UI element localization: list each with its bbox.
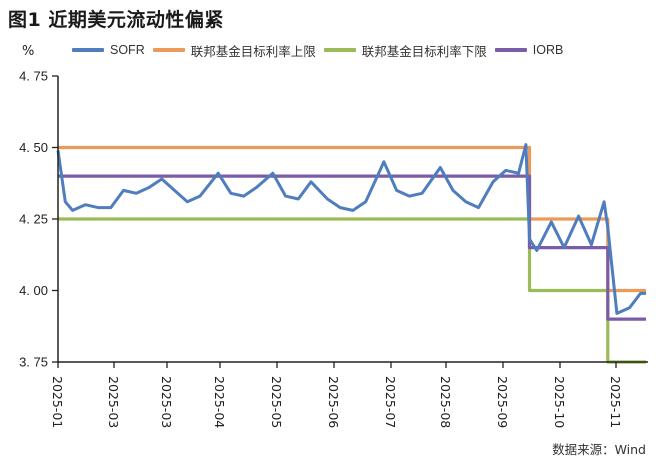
- y-axis-ticks: 4. 75 4. 50 4. 25 4. 00 3. 75: [19, 69, 58, 370]
- y-tick-label: 3. 75: [19, 355, 48, 370]
- legend-swatch-iorb: [494, 48, 527, 52]
- legend-item-sofr: SOFR: [72, 43, 145, 57]
- y-tick-label: 4. 00: [19, 283, 48, 298]
- data-source-note: 数据来源：Wind: [552, 442, 646, 457]
- legend-swatch-upper: [152, 48, 185, 52]
- y-tick-label: 4. 50: [19, 140, 48, 155]
- x-tick-label: 2025-06: [326, 376, 341, 428]
- legend-item-iorb: IORB: [494, 43, 564, 57]
- legend-swatch-lower: [323, 48, 356, 52]
- x-axis-ticks: 2025-01 2025-03 2025-03 2025-04 2025-05 2025-…: [50, 362, 623, 428]
- chart-legend: SOFR 联邦基金目标利率上限 联邦基金目标利率下限 IORB: [72, 40, 571, 60]
- legend-item-upper: 联邦基金目标利率上限: [152, 41, 316, 60]
- plot-area: [56, 143, 646, 364]
- legend-item-lower: 联邦基金目标利率下限: [323, 41, 487, 60]
- legend-label-iorb: IORB: [532, 43, 564, 57]
- x-tick-label: 2025-05: [269, 376, 284, 428]
- x-tick-label: 2025-03: [159, 376, 174, 428]
- legend-label-lower: 联邦基金目标利率下限: [361, 43, 487, 59]
- chart-title: 图1 近期美元流动性偏紧: [8, 9, 224, 31]
- series-line-sofr: [56, 143, 646, 315]
- x-tick-label: 2025-07: [383, 376, 398, 428]
- series-line-fed-upper: [58, 145, 646, 293]
- y-axis-unit: %: [22, 44, 35, 59]
- legend-swatch-sofr: [72, 48, 104, 52]
- legend-label-upper: 联邦基金目标利率上限: [190, 43, 316, 59]
- x-tick-label: 2025-03: [106, 376, 121, 428]
- y-tick-label: 4. 75: [19, 69, 48, 84]
- x-tick-label: 2025-04: [212, 376, 227, 428]
- x-tick-label: 2025-01: [50, 376, 65, 428]
- axes: 4. 75 4. 50 4. 25 4. 00 3. 75 2025-01 2025-03…: [19, 69, 648, 428]
- series-line-fed-lower: [58, 217, 646, 364]
- x-tick-label: 2025-09: [495, 376, 510, 428]
- series-line-iorb: [58, 174, 646, 321]
- legend-label-sofr: SOFR: [110, 43, 145, 57]
- y-tick-label: 4. 25: [19, 212, 48, 227]
- x-tick-label: 2025-11: [608, 376, 623, 428]
- x-tick-label: 2025-10: [552, 376, 567, 428]
- x-tick-label: 2025-08: [438, 376, 453, 428]
